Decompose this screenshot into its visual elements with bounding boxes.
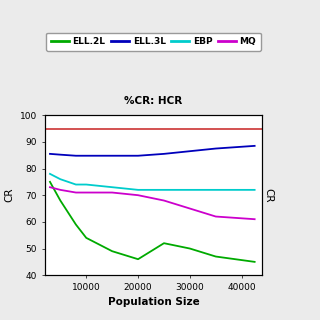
ELL.2L: [59, 199, 62, 203]
Text: %CR: HCR: %CR: HCR: [124, 96, 183, 106]
ELL.3L: [110, 154, 114, 158]
EBP: [59, 177, 62, 181]
Line: ELL.2L: ELL.2L: [50, 182, 255, 262]
EBP: [188, 188, 192, 192]
MQ: [84, 191, 88, 195]
ELL.3L: [74, 154, 78, 158]
ELL.2L: [214, 255, 218, 259]
Line: MQ: MQ: [50, 187, 255, 219]
ELL.3L: [59, 153, 62, 156]
MQ: [253, 217, 257, 221]
ELL.2L: [162, 241, 166, 245]
EBP: [214, 188, 218, 192]
MQ: [214, 215, 218, 219]
EBP: [136, 188, 140, 192]
Line: ELL.3L: ELL.3L: [50, 146, 255, 156]
MQ: [136, 193, 140, 197]
ELL.2L: [84, 236, 88, 240]
ELL.3L: [136, 154, 140, 158]
ELL.3L: [48, 152, 52, 156]
ELL.3L: [162, 152, 166, 156]
ELL.2L: [110, 249, 114, 253]
ELL.3L: [188, 149, 192, 153]
MQ: [162, 199, 166, 203]
ELL.2L: [253, 260, 257, 264]
Y-axis label: CR: CR: [263, 188, 274, 203]
EBP: [74, 183, 78, 187]
MQ: [59, 188, 62, 192]
MQ: [110, 191, 114, 195]
MQ: [188, 207, 192, 211]
EBP: [84, 183, 88, 187]
X-axis label: Population Size: Population Size: [108, 297, 199, 308]
ELL.3L: [84, 154, 88, 158]
EBP: [110, 185, 114, 189]
Line: EBP: EBP: [50, 174, 255, 190]
ELL.2L: [188, 247, 192, 251]
Legend: ELL.2L, ELL.3L, EBP, MQ: ELL.2L, ELL.3L, EBP, MQ: [46, 33, 261, 51]
ELL.3L: [253, 144, 257, 148]
ELL.2L: [74, 223, 78, 227]
ELL.3L: [214, 147, 218, 150]
EBP: [253, 188, 257, 192]
ELL.2L: [136, 257, 140, 261]
MQ: [48, 185, 52, 189]
EBP: [48, 172, 52, 176]
Y-axis label: CR: CR: [4, 188, 14, 203]
ELL.2L: [48, 180, 52, 184]
EBP: [162, 188, 166, 192]
MQ: [74, 191, 78, 195]
